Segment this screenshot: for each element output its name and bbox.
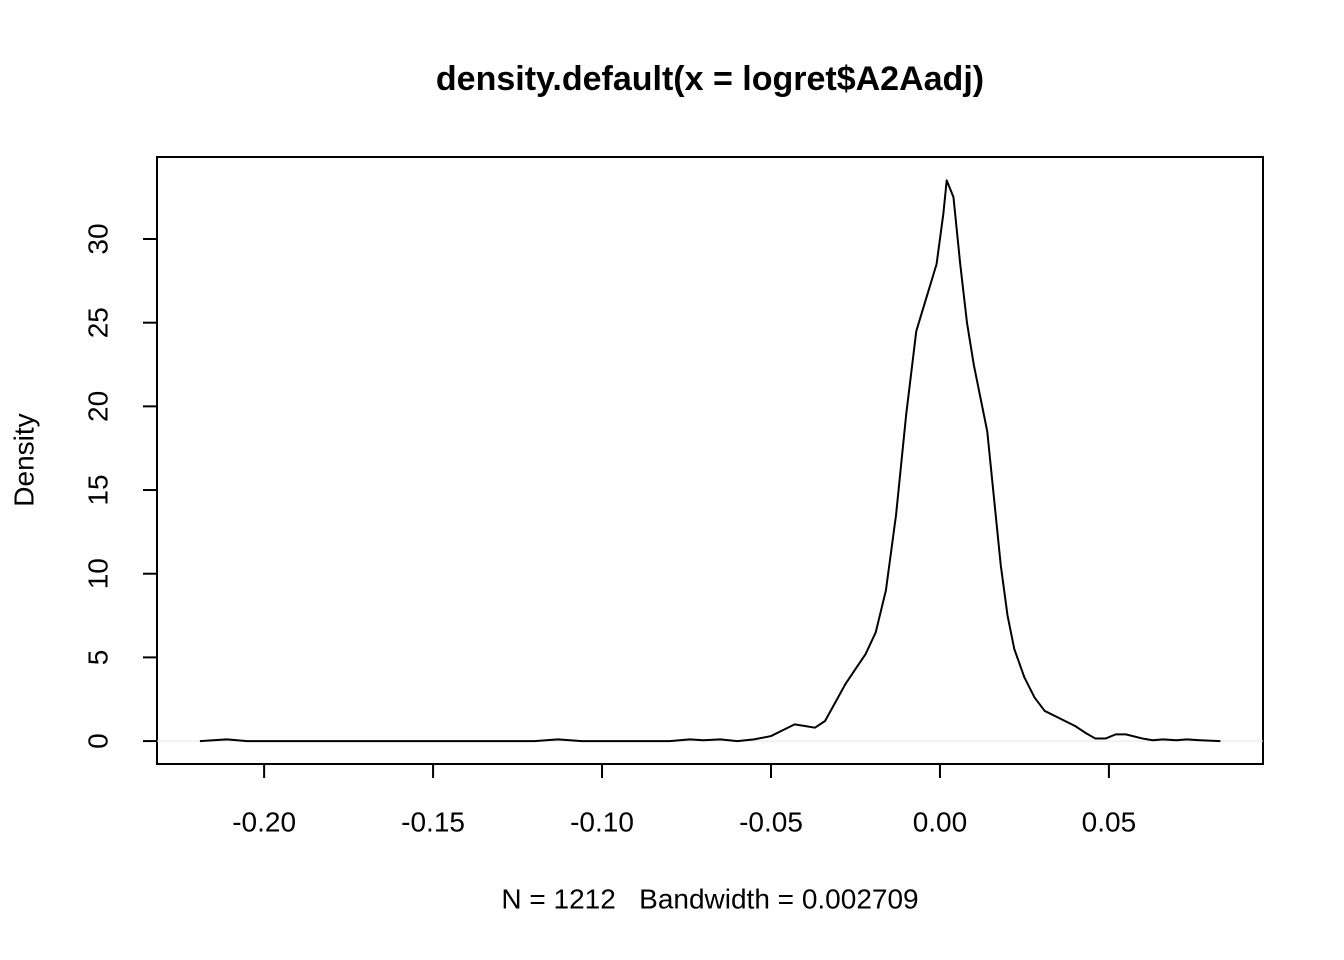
x-tick-label: -0.05 <box>739 806 803 837</box>
x-tick-label: 0.05 <box>1082 806 1137 837</box>
y-tick-label: 20 <box>82 391 113 422</box>
y-tick-label: 25 <box>82 307 113 338</box>
y-tick-label: 30 <box>82 223 113 254</box>
x-tick-label: -0.15 <box>401 806 465 837</box>
plot-frame <box>156 156 1264 765</box>
y-axis-label: Density <box>8 413 39 506</box>
density-line <box>199 179 1221 743</box>
x-tick-label: 0.00 <box>913 806 968 837</box>
y-tick-label: 5 <box>82 650 113 666</box>
x-tick-label: -0.20 <box>232 806 296 837</box>
x-axis-label: N = 1212 Bandwidth = 0.002709 <box>501 883 918 914</box>
y-tick-label: 15 <box>82 474 113 505</box>
chart-title: density.default(x = logret$A2Aadj) <box>436 60 984 98</box>
x-tick-label: -0.10 <box>570 806 634 837</box>
y-tick-label: 0 <box>82 733 113 749</box>
y-tick-label: 10 <box>82 558 113 589</box>
